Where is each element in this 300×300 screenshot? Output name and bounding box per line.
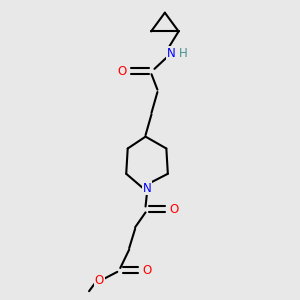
Text: O: O [142,264,152,277]
Text: O: O [117,65,126,78]
Text: N: N [167,47,175,60]
Text: N: N [143,182,152,194]
Text: H: H [179,47,188,60]
Text: O: O [169,203,178,216]
Text: O: O [95,274,104,287]
